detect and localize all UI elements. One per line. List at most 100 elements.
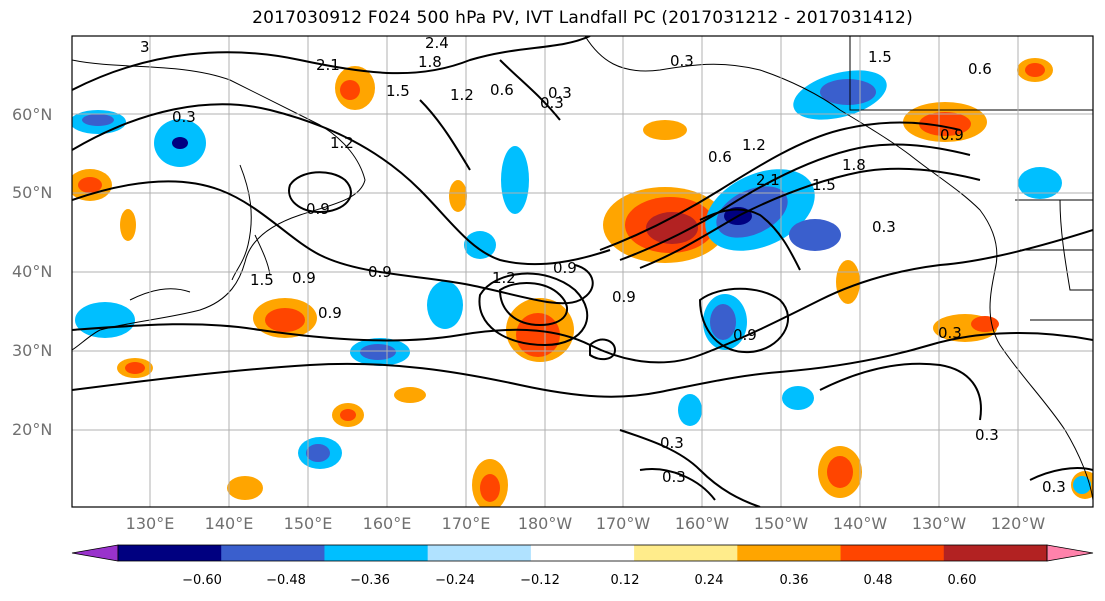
shade-negative-3b: [820, 79, 876, 105]
shade-positive-17: [449, 180, 467, 212]
shade-negative-10: [501, 146, 529, 214]
colorbar-outline: [117, 544, 1048, 562]
contour-label: 0.6: [708, 148, 732, 166]
contour-label: 2.1: [756, 171, 780, 189]
shade-negative-9: [427, 281, 463, 329]
contour-label: 0.3: [660, 434, 684, 452]
contour-labels: 3 1.8 2.4 2.1 1.5 1.2 0.6 0.3 0.3 1.5 0.…: [140, 34, 1066, 496]
colorbar-tick-label: 0.48: [863, 573, 893, 588]
shade-positive-14: [836, 260, 860, 304]
shade-negative-15: [678, 394, 702, 426]
colorbar-bin: [118, 545, 222, 561]
contour-label: 0.3: [172, 108, 196, 126]
colorbar-tick-label: −0.48: [266, 573, 306, 588]
lat-label: 50°N: [12, 183, 53, 202]
shade-negative-7: [75, 302, 135, 338]
contour-label: 0.3: [548, 84, 572, 102]
shade-positive-9: [227, 476, 263, 500]
colorbar-bin: [221, 545, 325, 561]
contour-label: 0.3: [872, 218, 896, 236]
contour-label: 1.5: [812, 176, 836, 194]
contour-label: 2.4: [425, 34, 449, 52]
contour-label: 0.9: [733, 326, 757, 344]
colorbar-extension-high: [1046, 544, 1094, 562]
contour-label: 0.3: [670, 52, 694, 70]
contour-label: 0.6: [490, 81, 514, 99]
graticule: [72, 36, 1093, 507]
map-border: [71, 35, 1094, 508]
lon-label: 180°W: [517, 514, 573, 533]
lon-label: 150°W: [753, 514, 809, 533]
colorbar-tick-label: 0.60: [947, 573, 977, 588]
lon-label: 120°W: [990, 514, 1046, 533]
shade-positive-13b: [971, 316, 999, 332]
contour-label: 0.9: [368, 263, 392, 281]
shade-negative-16: [1073, 476, 1091, 494]
lon-label: 160°W: [674, 514, 730, 533]
colorbar: [71, 544, 1094, 562]
contour-label: 0.9: [292, 269, 316, 287]
contour-label: 1.2: [742, 136, 766, 154]
shade-negative-6b: [82, 114, 114, 126]
contour-label: 0.9: [940, 126, 964, 144]
colorbar-bin: [737, 545, 842, 561]
contour-label: 1.5: [386, 82, 410, 100]
shade-positive-15b: [1025, 63, 1045, 77]
shade-positive-12: [394, 387, 426, 403]
lon-label: 130°W: [911, 514, 967, 533]
colorbar-extension-low: [71, 544, 119, 562]
shade-positive-18: [120, 209, 136, 241]
shade-positive-6b: [340, 80, 360, 100]
shade-positive-3b: [516, 313, 560, 357]
lon-label: 140°W: [832, 514, 888, 533]
colorbar-tick-label: 0.36: [779, 573, 809, 588]
contour-label: 0.9: [612, 288, 636, 306]
colorbar-bin: [943, 545, 1048, 561]
contour-label: 0.3: [662, 468, 686, 486]
map-title: 2017030912 F024 500 hPa PV, IVT Landfall…: [252, 8, 913, 28]
shade-negative-14: [782, 386, 814, 410]
shade-negative-2: [789, 219, 841, 251]
contour-label: 0.3: [938, 324, 962, 342]
contour-label: 0.9: [318, 304, 342, 322]
contour-label: 0.6: [968, 60, 992, 78]
contour-label: 1.2: [330, 134, 354, 152]
coastlines: [72, 36, 1093, 501]
shade-negative-5b: [172, 137, 188, 149]
lon-label: 130°E: [125, 514, 175, 533]
lon-label: 170°W: [595, 514, 651, 533]
contour-label: 1.5: [868, 48, 892, 66]
lat-label: 20°N: [12, 420, 53, 439]
colorbar-bin: [530, 545, 635, 561]
contour-label: 2.1: [316, 56, 340, 74]
lon-label: 150°E: [283, 514, 333, 533]
shade-positive-4b: [265, 308, 305, 332]
shade-negative-12b: [306, 444, 330, 462]
shade-negative-8b: [360, 344, 396, 360]
shade-negative-4b: [710, 304, 736, 340]
contour-label: 0.9: [306, 200, 330, 218]
colorbar-bin: [324, 545, 429, 561]
contour-label: 0.3: [1042, 478, 1066, 496]
lon-label: 140°E: [204, 514, 254, 533]
shade-positive-10b: [125, 362, 145, 374]
colorbar-bin: [634, 545, 738, 561]
shade-positive-1c: [646, 212, 698, 244]
colorbar-bin: [427, 545, 532, 561]
lon-label: 170°E: [441, 514, 491, 533]
lat-label: 30°N: [12, 341, 53, 360]
contour-label: 1.8: [418, 53, 442, 71]
shade-positive-5b: [78, 177, 102, 193]
lat-label: 40°N: [12, 262, 53, 281]
pv-contours: [72, 36, 1093, 507]
contour-label: 1.8: [842, 156, 866, 174]
colorbar-tick-label: −0.36: [350, 573, 390, 588]
contour-label: 3: [140, 38, 150, 56]
colorbar-bin: [840, 545, 945, 561]
shade-positive-7b: [827, 456, 853, 488]
colorbar-tick-label: −0.60: [182, 573, 222, 588]
lat-label: 60°N: [12, 105, 53, 124]
contour-label: 0.9: [553, 259, 577, 277]
contour-label: 0.3: [975, 426, 999, 444]
